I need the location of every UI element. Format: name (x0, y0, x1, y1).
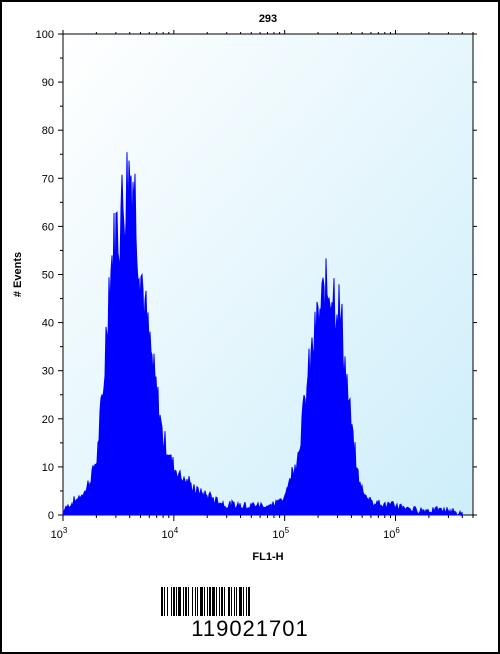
y-tick-label: 70 (42, 173, 54, 185)
barcode-bar (171, 587, 172, 616)
axis-ticks: 0 10 20 30 40 50 60 70 80 90 100 103 104 105 106 (36, 29, 477, 541)
barcode-bar (161, 587, 163, 616)
barcode-bar (234, 587, 235, 616)
y-axis-title: # Events (12, 252, 24, 297)
x-axis-title: FL1-H (252, 551, 283, 563)
y-tick-label: 20 (42, 414, 54, 426)
barcode-bar (207, 587, 208, 616)
barcode-bar (224, 587, 225, 616)
barcode-bar (173, 587, 175, 616)
barcode-bar (183, 587, 184, 616)
barcode-bar (239, 587, 242, 616)
barcode-bar (243, 587, 244, 616)
barcode-bar (204, 587, 205, 616)
y-tick-label: 30 (42, 366, 54, 378)
barcode-bar (219, 587, 220, 616)
y-tick-label: 40 (42, 318, 54, 330)
barcode-bar (185, 587, 187, 616)
barcode-bar (221, 587, 223, 616)
barcode-bar (231, 587, 232, 616)
x-tick-label: 103 (51, 526, 68, 541)
barcode-bar (197, 587, 198, 616)
y-tick-label: 80 (42, 125, 54, 137)
x-tick-label: 104 (161, 526, 178, 541)
barcode-bar (195, 587, 196, 616)
chart-title: 293 (259, 13, 277, 25)
y-tick-label: 60 (42, 221, 54, 233)
barcode-bar (164, 587, 165, 616)
y-tick-label: 10 (42, 462, 54, 474)
x-tick-label: 106 (383, 526, 400, 541)
barcode-bar (200, 587, 203, 616)
barcode-bar (248, 587, 250, 616)
y-tick-label: 50 (42, 270, 54, 282)
barcode-bar (209, 587, 211, 616)
barcode-bar (236, 587, 237, 616)
y-tick-label: 90 (42, 77, 54, 89)
histogram-area (62, 152, 463, 517)
barcode-bar (228, 587, 230, 616)
barcode-bar (178, 587, 181, 616)
barcode-bar (188, 587, 189, 616)
barcode-bar (212, 587, 215, 616)
barcode-number: 119021701 (191, 616, 309, 641)
barcode (161, 587, 250, 616)
barcode-bar (176, 587, 177, 616)
barcode-bar (216, 587, 217, 616)
barcode-bar (246, 587, 247, 616)
y-tick-label: 100 (36, 29, 54, 41)
x-tick-label: 105 (272, 526, 289, 541)
barcode-bar (167, 587, 168, 616)
y-tick-label: 0 (48, 510, 54, 522)
barcode-bar (192, 587, 193, 616)
